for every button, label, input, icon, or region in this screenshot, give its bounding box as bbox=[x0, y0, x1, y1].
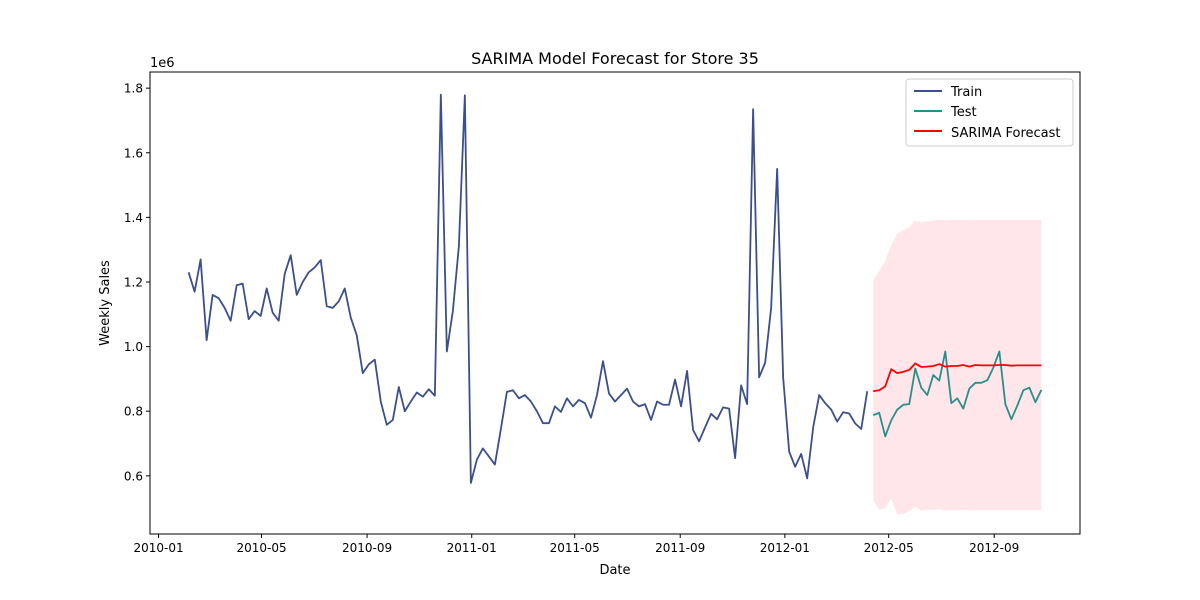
legend-label-test: Test bbox=[950, 105, 977, 120]
confidence-band-layer bbox=[873, 219, 1042, 515]
x-tick-label: 2010-09 bbox=[342, 541, 392, 555]
x-tick-label: 2010-05 bbox=[236, 541, 286, 555]
x-tick-label: 2010-01 bbox=[134, 541, 184, 555]
x-tick-label: 2011-09 bbox=[655, 541, 705, 555]
x-tick-label: 2011-01 bbox=[447, 541, 497, 555]
y-tick-label: 1.4 bbox=[124, 211, 143, 225]
train-series-line bbox=[187, 93, 869, 484]
x-axis: 2010-01 2010-05 2010-09 2011-01 2011-05 2011-… bbox=[134, 534, 1019, 555]
x-tick-label: 2012-05 bbox=[864, 541, 914, 555]
forecast-series-line bbox=[873, 362, 1042, 393]
plot-frame bbox=[149, 71, 1081, 535]
x-tick-label: 2011-05 bbox=[550, 541, 600, 555]
chart-title: SARIMA Model Forecast for Store 35 bbox=[471, 49, 759, 68]
y-tick-label: 1.0 bbox=[124, 340, 143, 354]
y-tick-label: 1.6 bbox=[124, 146, 143, 160]
legend-frame bbox=[905, 78, 1074, 147]
x-tick-label: 2012-09 bbox=[969, 541, 1019, 555]
forecast-confidence-band bbox=[873, 219, 1042, 515]
legend-label-train: Train bbox=[950, 85, 982, 100]
test-series-line bbox=[872, 350, 1043, 438]
series-layer bbox=[187, 93, 1043, 484]
y-axis-label: Weekly Sales bbox=[98, 260, 113, 346]
x-axis-label: Date bbox=[599, 563, 630, 578]
y-tick-label: 1.2 bbox=[124, 276, 143, 290]
y-offset-label: 1e6 bbox=[150, 56, 175, 71]
legend: Train Test SARIMA Forecast bbox=[905, 78, 1074, 147]
y-tick-label: 0.6 bbox=[124, 469, 143, 483]
legend-label-forecast: SARIMA Forecast bbox=[951, 126, 1061, 141]
y-axis: 0.6 0.8 1.0 1.2 1.4 1.6 1.8 bbox=[124, 82, 150, 483]
y-tick-label: 1.8 bbox=[124, 82, 143, 96]
x-tick-label: 2012-01 bbox=[760, 541, 810, 555]
y-tick-label: 0.8 bbox=[124, 405, 143, 419]
